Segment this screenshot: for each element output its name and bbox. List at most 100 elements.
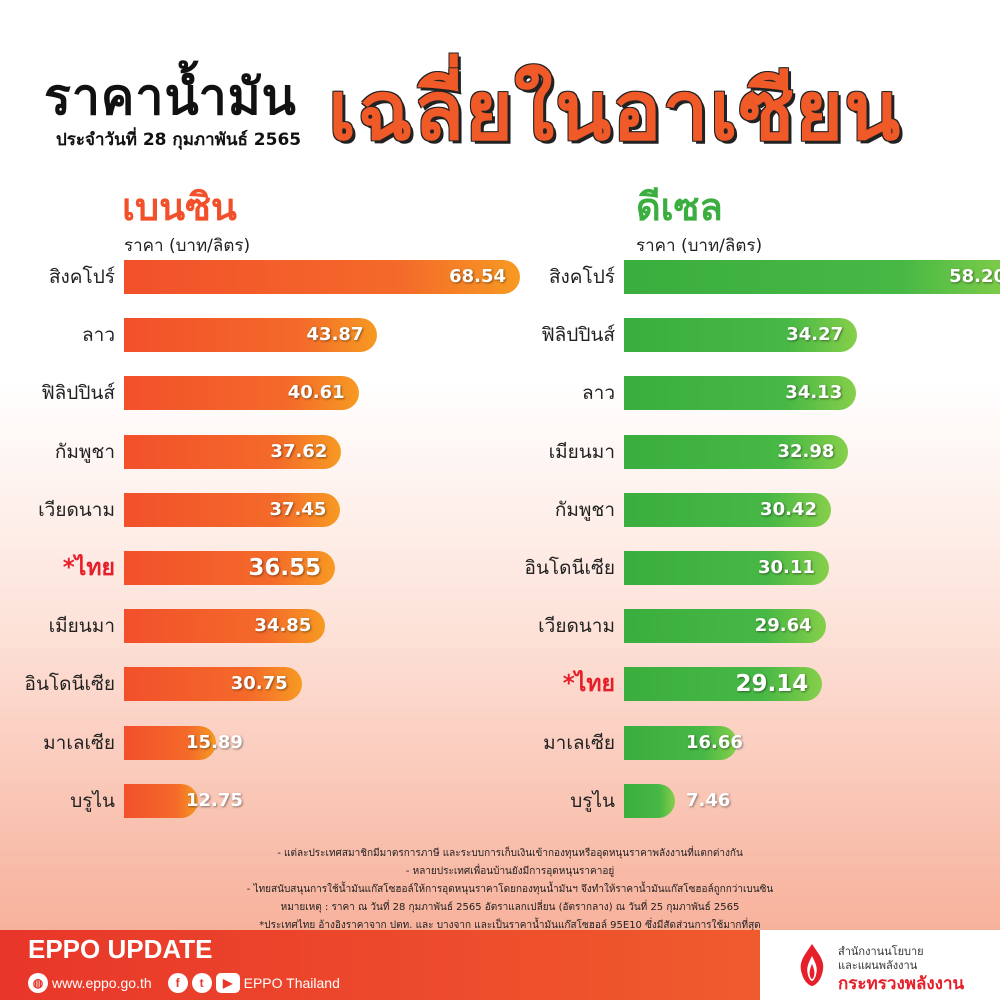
petrol-value-label: 43.87 <box>306 324 364 346</box>
diesel-bar <box>624 609 826 644</box>
petrol-category-label: สิงคโปร์ <box>48 266 115 288</box>
footnote: *ประเทศไทย อ้างอิงราคาจาก ปตท. และ บางจา… <box>259 920 761 931</box>
footnote: - หลายประเทศเพื่อนบ้านยังมีการอุดหนุนราค… <box>405 866 615 877</box>
footer-links: ◍ www.eppo.go.th f t ▶ EPPO Thailand <box>28 972 340 994</box>
diesel-category-label: เวียดนาม <box>538 615 615 638</box>
petrol-bar <box>124 667 302 702</box>
diesel-bar <box>624 492 831 527</box>
petrol-category-label: เมียนมา <box>48 615 115 638</box>
diesel-bar <box>624 260 1000 294</box>
logo-text-line: สำนักงานนโยบาย <box>838 945 924 958</box>
diesel-category-label: *ไทย <box>562 671 615 698</box>
logo-ministry-name: กระทรวงพลังงาน <box>838 974 965 994</box>
diesel-row: เมียนมา 32.98 <box>500 434 980 469</box>
petrol-category-label: กัมพูชา <box>54 440 115 463</box>
petrol-row: ลาว 43.87 <box>0 318 480 353</box>
petrol-value-label: 37.62 <box>270 440 328 462</box>
petrol-value-label: 68.54 <box>449 266 506 287</box>
diesel-value-label: 32.98 <box>777 440 835 462</box>
diesel-value-label: 29.64 <box>754 615 812 637</box>
petrol-value-label: 37.45 <box>269 498 327 520</box>
footnotes: - แต่ละประเทศสมาชิกมีมาตรการภาษี และระบบ… <box>150 845 870 935</box>
diesel-category-label: สิงคโปร์ <box>548 266 615 288</box>
diesel-heading: ดีเซล <box>636 185 723 229</box>
petrol-row: *ไทย 36.55 <box>0 551 480 585</box>
petrol-bar <box>124 376 359 411</box>
website-link[interactable]: www.eppo.go.th <box>52 975 152 991</box>
petrol-row: สิงคโปร์ 68.54 <box>0 260 520 294</box>
title-date: ประจำวันที่ 28 กุมภาพันธ์ 2565 <box>56 130 302 150</box>
globe-icon: ◍ <box>28 973 48 993</box>
diesel-row: มาเลเซีย 16.66 <box>500 725 980 760</box>
diesel-category-label: อินโดนีเซีย <box>524 557 615 579</box>
facebook-icon[interactable]: f <box>167 973 188 993</box>
petrol-bar <box>124 260 520 294</box>
diesel-row: บรูไน 7.46 <box>500 783 980 818</box>
diesel-value-label: 30.11 <box>757 557 815 578</box>
page-name[interactable]: EPPO Thailand <box>243 975 340 991</box>
diesel-value-label: 34.13 <box>785 382 843 404</box>
diesel-bar <box>624 376 857 411</box>
diesel-row: เวียดนาม 29.64 <box>500 609 980 644</box>
flame-logo-icon <box>800 944 824 986</box>
diesel-value-label: 58.20 <box>949 266 1000 287</box>
petrol-value-label: 36.55 <box>248 555 322 581</box>
footer-title: EPPO UPDATE <box>28 934 213 964</box>
petrol-value-label: 12.75 <box>186 789 243 811</box>
diesel-value-label: 7.46 <box>686 789 731 811</box>
diesel-bar <box>624 783 675 818</box>
petrol-row: ฟิลิปปินส์ 40.61 <box>0 376 480 411</box>
diesel-category-label: มาเลเซีย <box>543 731 615 754</box>
petrol-value-label: 40.61 <box>287 382 345 404</box>
diesel-unit: ราคา (บาท/ลิตร) <box>636 236 763 256</box>
diesel-category-label: บรูไน <box>570 789 615 812</box>
diesel-bar <box>624 667 823 702</box>
diesel-value-label: 29.14 <box>735 671 809 698</box>
footnote: - แต่ละประเทศสมาชิกมีมาตรการภาษี และระบบ… <box>277 848 743 859</box>
petrol-bar <box>124 551 336 585</box>
petrol-unit: ราคา (บาท/ลิตร) <box>124 236 251 256</box>
petrol-row: อินโดนีเซีย 30.75 <box>0 667 480 702</box>
diesel-bar <box>624 725 738 760</box>
petrol-bar <box>124 783 198 818</box>
diesel-bar <box>624 551 829 585</box>
logo-text-line: และแผนพลังงาน <box>838 959 918 972</box>
diesel-bar <box>624 318 858 353</box>
title-highlight: เฉลี่ยในอาเซียน <box>328 64 902 159</box>
footnote: - ไทยสนับสนุนการใช้น้ำมันแก๊สโซฮอล์ให้กา… <box>246 884 774 895</box>
diesel-row: สิงคโปร์ 58.20 <box>500 260 1000 294</box>
diesel-value-label: 30.42 <box>760 498 817 520</box>
petrol-row: กัมพูชา 37.62 <box>0 434 480 469</box>
diesel-row: อินโดนีเซีย 30.11 <box>500 551 980 585</box>
petrol-bar <box>124 609 326 644</box>
diesel-chart: สิงคโปร์ 58.20 ฟิลิปปินส์ 34.27 ลาว 34.13 เมีย… <box>500 260 1000 840</box>
ministry-logo: สำนักงานนโยบาย และแผนพลังงาน กระทรวงพลัง… <box>760 930 1000 1000</box>
diesel-value-label: 34.27 <box>786 324 844 346</box>
petrol-bar <box>124 318 378 353</box>
petrol-row: เวียดนาม 37.45 <box>0 492 480 527</box>
petrol-category-label: ฟิลิปปินส์ <box>41 382 115 405</box>
petrol-value-label: 15.89 <box>186 731 243 753</box>
petrol-bar <box>124 725 216 760</box>
diesel-category-label: ลาว <box>582 382 615 405</box>
petrol-bar <box>124 434 342 469</box>
diesel-bar <box>624 434 849 469</box>
petrol-bar <box>124 492 341 527</box>
petrol-category-label: ลาว <box>82 324 115 347</box>
twitter-icon[interactable]: t <box>191 973 212 993</box>
petrol-category-label: อินโดนีเซีย <box>24 673 115 696</box>
petrol-category-label: เวียดนาม <box>38 498 115 521</box>
youtube-icon[interactable]: ▶ <box>215 973 240 993</box>
petrol-heading: เบนซิน <box>122 185 237 229</box>
diesel-category-label: เมียนมา <box>548 440 615 463</box>
diesel-category-label: กัมพูชา <box>554 498 615 521</box>
petrol-value-label: 34.85 <box>254 615 312 637</box>
petrol-category-label: *ไทย <box>62 555 115 581</box>
petrol-row: บรูไน 12.75 <box>0 783 480 818</box>
title-main: ราคาน้ำมัน <box>44 68 297 126</box>
petrol-row: เมียนมา 34.85 <box>0 609 480 644</box>
footer-banner: EPPO UPDATE ◍ www.eppo.go.th f t ▶ EPPO … <box>0 930 760 1000</box>
diesel-category-label: ฟิลิปปินส์ <box>541 324 615 347</box>
diesel-row: ลาว 34.13 <box>500 376 980 411</box>
diesel-row: *ไทย 29.14 <box>500 667 980 702</box>
